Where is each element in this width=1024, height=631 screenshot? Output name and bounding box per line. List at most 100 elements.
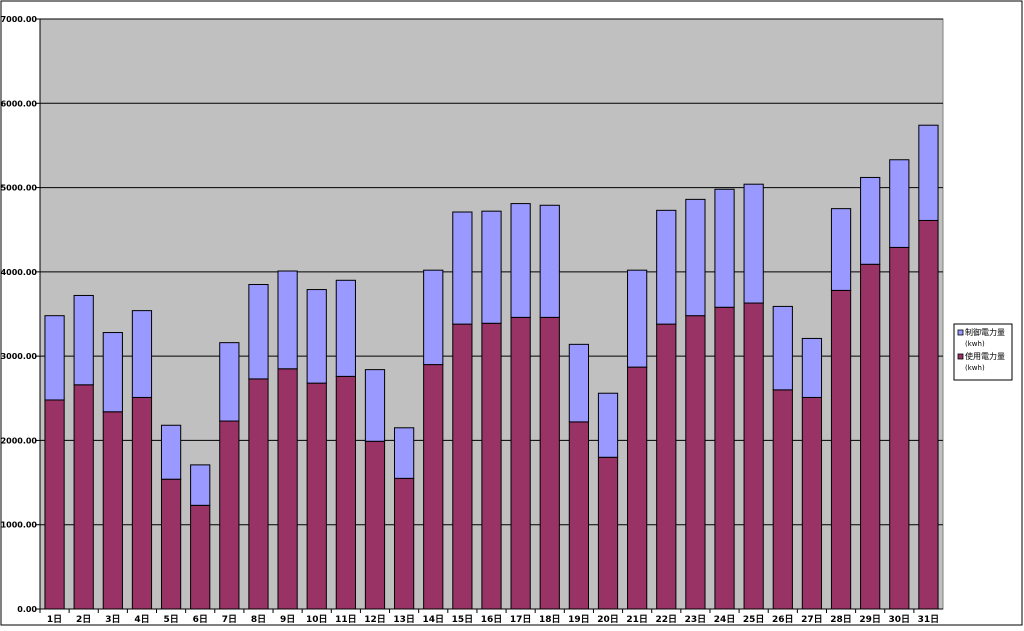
bar-segment-control xyxy=(656,209,677,325)
bar-segment-usage xyxy=(44,399,65,610)
x-tick-label: 5日 xyxy=(163,614,178,625)
bar-segment-usage xyxy=(772,389,793,610)
bar-segment-usage xyxy=(306,382,327,610)
bar-segment-control xyxy=(452,211,473,325)
x-tick-label: 3日 xyxy=(105,614,120,625)
y-tick-label: 1000.00 xyxy=(1,521,38,530)
legend-unit: (kwh) xyxy=(965,340,985,348)
bar-segment-control xyxy=(860,176,881,265)
bar-segment-control xyxy=(131,310,153,398)
y-tick-label: 0.00 xyxy=(17,605,37,614)
bar-segment-usage xyxy=(452,323,473,610)
x-tick-label: 18日 xyxy=(539,614,561,625)
x-axis: 1日 2日 3日 4日 5日 6日 7日 8日 9日 10日 11日 12日 13日 14日 15日 16日 1… xyxy=(39,608,943,625)
bar-segment-usage xyxy=(364,440,386,610)
x-tick-label: 17日 xyxy=(510,614,532,625)
x-tick-label: 9日 xyxy=(280,614,295,625)
bar-segment-usage xyxy=(481,322,502,610)
bar-segment-control xyxy=(394,427,415,479)
legend: 制御電力量 (kwh) 使用電力量 (kwh) xyxy=(953,323,1013,381)
bar-segment-control xyxy=(568,343,589,423)
bar-segment-control xyxy=(481,210,502,324)
bar-segment-control xyxy=(714,188,735,308)
legend-swatch xyxy=(957,329,964,336)
bar-segment-control xyxy=(102,332,123,413)
y-axis: 0.00 1000.00 2000.00 3000.00 4000.00 5000.00 6… xyxy=(1,15,41,614)
bar-segment-usage xyxy=(568,421,589,610)
x-tick-label: 15日 xyxy=(452,614,474,625)
bar-segment-control xyxy=(160,424,182,480)
bar-segment-usage xyxy=(394,477,415,610)
x-tick-label: 19日 xyxy=(568,614,590,625)
legend-swatch xyxy=(957,353,964,360)
bar-segment-usage xyxy=(335,375,356,610)
x-tick-label: 1日 xyxy=(47,614,62,625)
bar-segment-control xyxy=(510,203,531,318)
bar-segment-control xyxy=(335,279,356,377)
bar-segment-usage xyxy=(597,456,619,610)
x-tick-label: 7日 xyxy=(222,614,237,625)
bar-segment-usage xyxy=(743,302,764,610)
bar-segment-usage xyxy=(219,420,240,610)
x-tick-label: 11日 xyxy=(335,614,357,625)
bar-segment-usage xyxy=(102,411,123,610)
bar-segment-control xyxy=(685,198,706,317)
x-tick-label: 6日 xyxy=(193,614,208,625)
legend-box xyxy=(953,323,1013,381)
bar-segment-control xyxy=(73,294,94,386)
bar-segment-usage xyxy=(830,289,852,610)
y-tick-label: 7000.00 xyxy=(1,15,38,24)
y-tick-label: 5000.00 xyxy=(1,184,38,193)
bar-segment-control xyxy=(306,289,327,384)
bar-segment-usage xyxy=(918,219,939,610)
y-tick-label: 6000.00 xyxy=(1,99,38,108)
x-tick-label: 20日 xyxy=(597,614,619,625)
bar-segment-usage xyxy=(160,478,182,610)
bar-segment-control xyxy=(423,269,444,366)
bar-segment-control xyxy=(627,269,648,368)
bar-segment-usage xyxy=(539,316,560,610)
bar-segment-control xyxy=(248,284,269,380)
bar-segment-usage xyxy=(656,323,677,610)
y-tick-label: 2000.00 xyxy=(1,436,38,445)
bar-segment-control xyxy=(830,208,852,291)
bar-segment-usage xyxy=(277,368,298,610)
x-tick-label: 2日 xyxy=(76,614,91,625)
x-tick-label: 28日 xyxy=(830,614,852,625)
bar-segment-control xyxy=(190,464,211,506)
bar-segment-usage xyxy=(889,246,910,610)
bar-segment-usage xyxy=(190,504,211,610)
bar-segment-control xyxy=(743,183,764,304)
x-tick-label: 21日 xyxy=(626,614,648,625)
bar-segment-usage xyxy=(131,396,153,610)
x-tick-label: 14日 xyxy=(422,614,444,625)
bar-segment-usage xyxy=(423,364,444,610)
y-tick-label: 4000.00 xyxy=(1,268,38,277)
x-tick-label: 27日 xyxy=(801,614,823,625)
bar-segment-control xyxy=(44,315,65,401)
x-tick-label: 4日 xyxy=(134,614,149,625)
bar-segment-control xyxy=(539,204,560,318)
x-tick-label: 25日 xyxy=(743,614,765,625)
bar-segment-usage xyxy=(627,366,648,610)
legend-unit: (kwh) xyxy=(965,364,985,372)
bar-segment-usage xyxy=(73,384,94,610)
x-tick-label: 12日 xyxy=(364,614,386,625)
bar-segment-control xyxy=(772,305,793,391)
x-tick-label: 16日 xyxy=(481,614,503,625)
bar-segment-control xyxy=(918,124,939,221)
bar-segment-usage xyxy=(860,263,881,610)
bar-segment-usage xyxy=(714,306,735,610)
bar-segment-usage xyxy=(248,378,269,610)
bar-segment-control xyxy=(219,342,240,422)
legend-label: 使用電力量 xyxy=(965,351,1005,361)
x-tick-label: 24日 xyxy=(714,614,736,625)
x-tick-label: 8日 xyxy=(251,614,266,625)
bar-segment-usage xyxy=(801,396,823,610)
x-tick-label: 10日 xyxy=(306,614,328,625)
bar-segment-usage xyxy=(685,315,706,610)
bar-segment-control xyxy=(277,270,298,370)
bar-segment-control xyxy=(597,392,619,458)
